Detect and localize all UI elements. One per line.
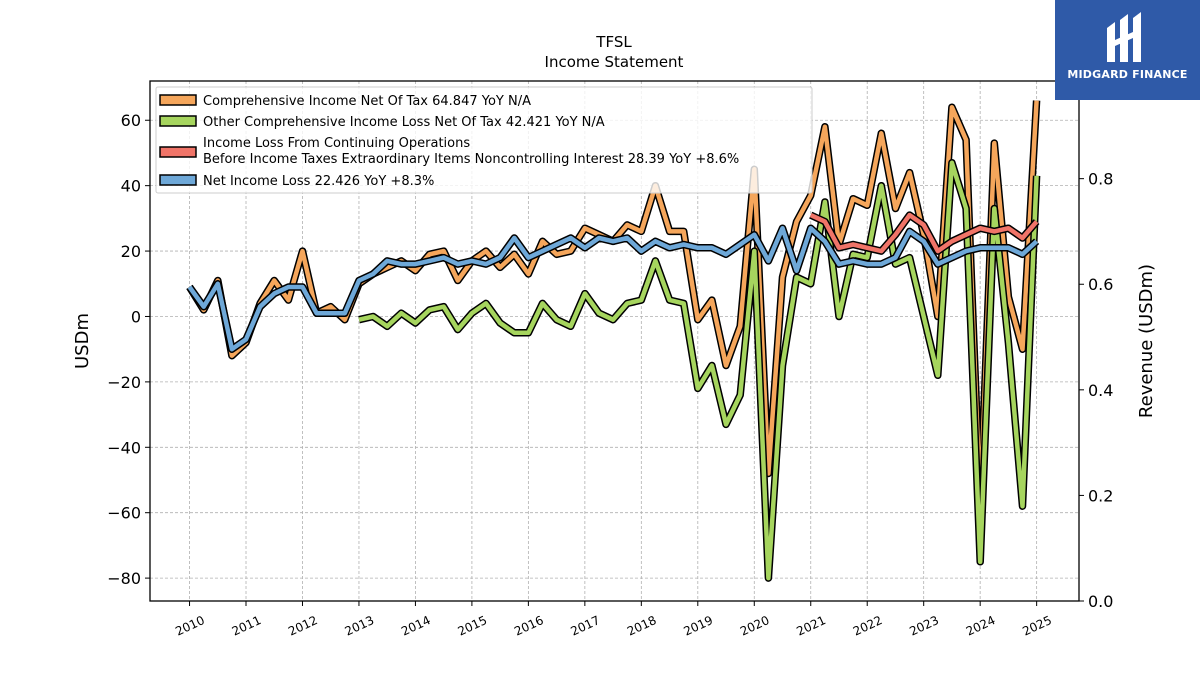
y2-tick-label: 0.0	[1088, 592, 1113, 611]
x-tick-label: 2014	[399, 613, 433, 639]
x-tick-label: 2015	[456, 613, 490, 639]
logo-text: MIDGARD FINANCE	[1067, 68, 1188, 81]
y2-axis-label: Revenue (USDm)	[1136, 264, 1157, 418]
x-tick-label: 2011	[230, 613, 264, 639]
series-line-1	[358, 160, 1039, 581]
y-tick-label: 40	[121, 177, 141, 196]
legend-label: Other Comprehensive Income Loss Net Of T…	[203, 115, 605, 130]
x-tick-label: 2012	[286, 613, 320, 639]
chart-subtitle: Income Statement	[545, 53, 684, 71]
y-tick-label: −80	[107, 569, 141, 588]
y-axis-label: USDm	[72, 313, 93, 369]
y2-tick-label: 0.6	[1088, 275, 1113, 294]
y-tick-label: −40	[107, 438, 141, 457]
legend-swatch	[159, 174, 197, 186]
legend-box	[155, 86, 813, 194]
legend-label: Net Income Loss 22.426 YoY +8.3%	[203, 174, 434, 189]
brand-logo: MIDGARD FINANCE	[1055, 0, 1200, 100]
legend-swatch	[159, 115, 197, 127]
x-tick-label: 2018	[625, 613, 659, 639]
x-tick-label: 2022	[851, 613, 885, 639]
chart-titles: TFSL Income Statement	[545, 33, 684, 71]
y-tick-label: 20	[121, 242, 141, 261]
legend: Comprehensive Income Net Of Tax 64.847 Y…	[155, 86, 813, 194]
y2-tick-label: 0.4	[1088, 381, 1113, 400]
x-tick-label: 2010	[173, 613, 207, 639]
x-tick-label: 2013	[343, 613, 377, 639]
midgard-logo-icon	[1107, 12, 1141, 62]
chart-title: TFSL	[595, 33, 632, 51]
legend-label: Income Loss From Continuing Operations Be…	[203, 136, 739, 167]
y2-tick-label: 0.2	[1088, 486, 1113, 505]
x-tick-label: 2017	[569, 613, 603, 639]
y-axis-left: −80 −60 −40 −20 0 20 40 60	[107, 111, 150, 588]
y-tick-label: 0	[131, 307, 141, 326]
x-tick-label: 2025	[1020, 613, 1054, 639]
x-tick-label: 2016	[512, 613, 546, 639]
series-line-2	[809, 212, 1039, 254]
series-lines	[186, 100, 1041, 582]
legend-swatch	[159, 94, 197, 106]
legend-swatch	[159, 146, 197, 158]
x-tick-label: 2023	[907, 613, 941, 639]
y-tick-label: 60	[121, 111, 141, 130]
plot-frame	[149, 80, 1080, 602]
x-tick-label: 2020	[738, 613, 772, 639]
y-tick-label: −20	[107, 373, 141, 392]
series-outline-3	[186, 224, 1040, 353]
x-tick-label: 2021	[794, 613, 828, 639]
legend-label: Comprehensive Income Net Of Tax 64.847 Y…	[203, 94, 531, 109]
x-tick-label: 2019	[681, 613, 715, 639]
y2-tick-label: 0.8	[1088, 170, 1113, 189]
x-axis: 2010 2011 2012 2013 2014 2015 2016 2017 2018 2019…	[173, 601, 1054, 639]
x-tick-label: 2024	[964, 613, 998, 639]
y-tick-label: −60	[107, 504, 141, 523]
series-line-3	[187, 225, 1039, 352]
y-axis-right: 0.0 0.2 0.4 0.6 0.8	[1079, 170, 1113, 611]
